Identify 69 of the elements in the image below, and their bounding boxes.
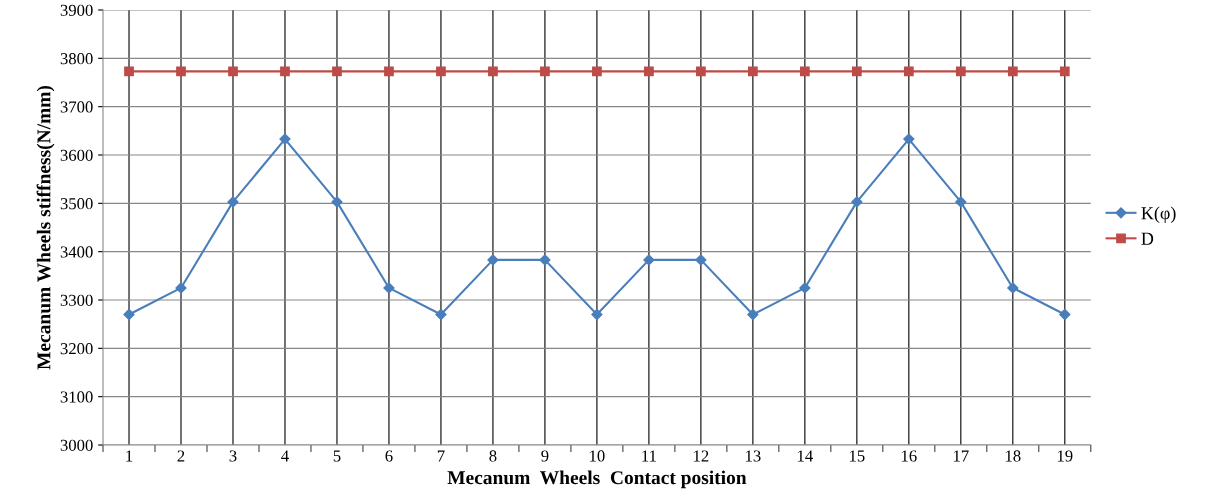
y-tick-label: 3500 <box>60 198 93 210</box>
point <box>1007 282 1019 294</box>
point <box>644 66 654 77</box>
point <box>799 282 811 294</box>
point <box>124 66 134 77</box>
x-tick-label: 11 <box>642 450 656 462</box>
x-tick-label: 1 <box>126 450 133 462</box>
x-axis-title: Mecanum Wheels Contact position <box>447 470 747 489</box>
x-tick-label: 7 <box>437 450 445 462</box>
point <box>332 66 342 77</box>
point <box>748 66 758 77</box>
point <box>643 254 655 266</box>
point <box>383 282 395 294</box>
point <box>331 196 343 208</box>
point <box>592 66 602 77</box>
x-tick-label: 18 <box>1005 450 1021 462</box>
point <box>800 66 810 77</box>
y-tick-label: 3200 <box>60 343 93 355</box>
x-tick-label: 6 <box>385 450 393 462</box>
point <box>123 308 135 321</box>
x-tick-label: 9 <box>541 450 549 462</box>
point <box>695 254 707 266</box>
y-tick-label: 3800 <box>60 53 93 65</box>
point <box>384 66 394 77</box>
point <box>436 66 446 77</box>
point <box>851 196 863 208</box>
point <box>487 254 499 266</box>
x-tick-label: 17 <box>953 450 969 462</box>
y-tick-label: 3900 <box>60 4 93 16</box>
point <box>1007 66 1018 77</box>
point <box>176 66 186 77</box>
point <box>227 196 239 208</box>
x-tick-label: 4 <box>281 450 289 462</box>
point <box>1059 308 1071 321</box>
point <box>955 196 967 208</box>
point <box>696 66 706 77</box>
point <box>435 308 447 321</box>
x-tick-label: 16 <box>901 450 917 462</box>
y-tick-label: 3100 <box>60 391 93 403</box>
y-tick-label: 3400 <box>60 246 93 258</box>
point <box>851 66 862 77</box>
point <box>539 254 551 266</box>
x-tick-label: 8 <box>489 450 497 462</box>
x-tick-label: 10 <box>590 450 605 462</box>
point <box>955 66 966 77</box>
x-tick-label: 19 <box>1057 450 1073 462</box>
point <box>488 66 498 77</box>
point <box>228 66 238 77</box>
y-axis-title: Mecanum Wheels stiffness(N/mm) <box>36 85 55 370</box>
x-tick-label: 3 <box>229 450 237 462</box>
x-tick-label: 13 <box>746 450 761 462</box>
y-tick-label: 3000 <box>60 439 93 451</box>
point <box>1059 66 1070 77</box>
y-tick-label: 3600 <box>60 149 93 161</box>
point <box>747 308 759 321</box>
point <box>591 308 603 321</box>
y-tick-label: 3700 <box>60 101 93 113</box>
point <box>903 133 915 145</box>
point <box>280 66 290 77</box>
y-tick-label: 3300 <box>60 294 93 306</box>
x-tick-label: 2 <box>177 450 185 462</box>
legend-label: K(φ) <box>1141 206 1176 223</box>
point <box>540 66 550 77</box>
point <box>903 66 914 77</box>
x-tick-label: 5 <box>333 450 341 462</box>
legend-label: D <box>1141 232 1154 245</box>
x-tick-label: 15 <box>849 450 865 462</box>
x-tick-label: 12 <box>694 450 709 462</box>
x-tick-label: 14 <box>798 450 813 462</box>
